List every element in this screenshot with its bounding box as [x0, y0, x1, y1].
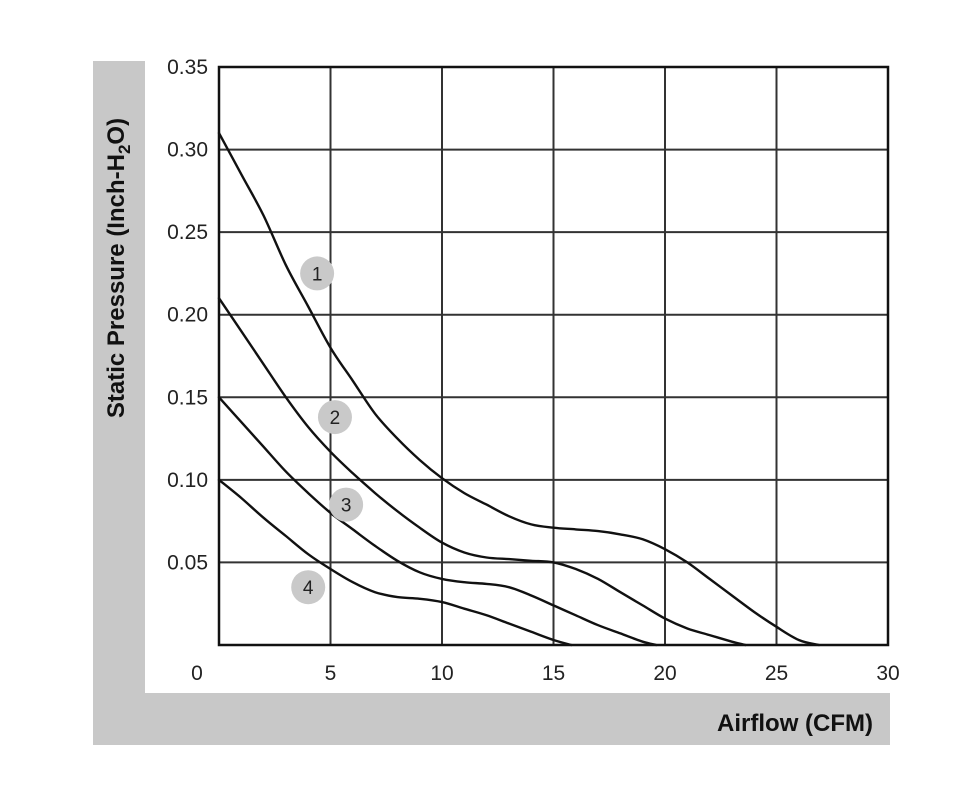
y-axis-title-subscript: 2 [115, 145, 134, 154]
y-tick-label: 0.25 [167, 221, 208, 244]
x-tick-labels: 5 10 15 20 25 30 [325, 662, 900, 685]
curve-labels: 1 2 3 4 [291, 256, 364, 605]
curve-label-4: 4 [303, 578, 314, 599]
y-tick-label: 0.05 [167, 551, 208, 574]
curve-4 [217, 478, 573, 647]
curve-label-2: 2 [330, 408, 341, 429]
performance-curves [217, 131, 821, 647]
x-tick-label: 5 [325, 662, 337, 685]
y-tick-label: 0.30 [167, 139, 208, 162]
x-tick-label: 15 [542, 662, 565, 685]
curve-2 [217, 297, 747, 647]
x-tick-label: 20 [653, 662, 676, 685]
x-tick-label: 30 [876, 662, 899, 685]
y-axis-title-end: O) [103, 118, 130, 145]
plot-area [145, 61, 890, 693]
origin-label: 0 [191, 662, 203, 685]
x-axis-title: Airflow (CFM) [717, 710, 873, 737]
curve-label-badge-2 [317, 400, 352, 435]
curve-label-1: 1 [312, 264, 323, 285]
y-axis-title: Static Pressure (Inch-H2O) [103, 118, 134, 418]
y-tick-label: 0.35 [167, 56, 208, 79]
y-axis-title-main: Static Pressure (Inch-H [103, 154, 130, 418]
y-tick-label: 0.10 [167, 469, 208, 492]
plot-frame [217, 65, 890, 647]
curve-3 [217, 396, 658, 647]
curve-label-badge-3 [329, 487, 364, 522]
y-tick-label: 0.20 [167, 304, 208, 327]
curve-label-badge-4 [291, 570, 326, 605]
x-tick-label: 10 [430, 662, 453, 685]
curve-1 [217, 131, 821, 647]
y-tick-label: 0.15 [167, 386, 208, 409]
x-tick-label: 25 [765, 662, 788, 685]
curve-label-badge-1 [300, 256, 335, 291]
y-tick-labels: 0.05 0.10 0.15 0.20 0.25 0.30 0.35 [167, 56, 208, 574]
curve-label-3: 3 [341, 496, 352, 517]
